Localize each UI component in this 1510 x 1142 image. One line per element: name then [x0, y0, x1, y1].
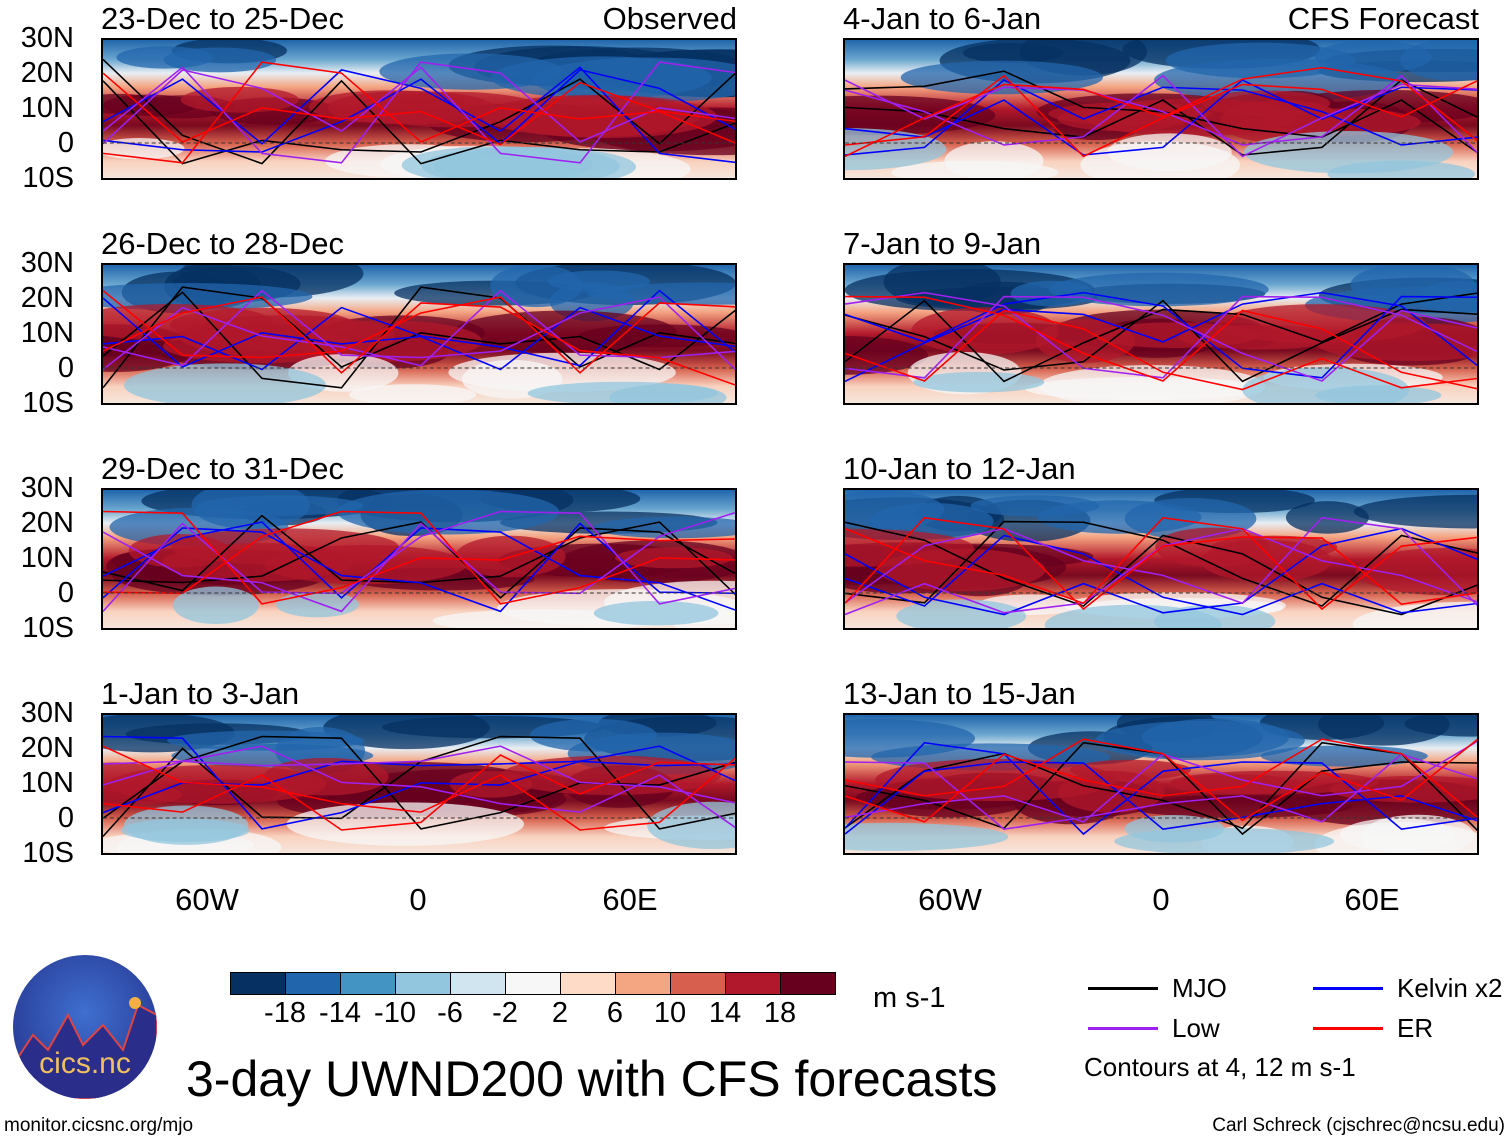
colorbar-swatch [230, 972, 286, 995]
lat-tick-label: 10N [20, 317, 74, 349]
lat-tick-label: 10S [22, 612, 74, 644]
legend-label: Kelvin x2 [1397, 973, 1503, 1003]
map-panel [843, 488, 1479, 630]
map-panel [843, 38, 1479, 180]
panel-tag: CFS Forecast [1287, 1, 1479, 36]
lon-tick-label: 60E [602, 882, 658, 917]
legend-label: Low [1172, 1013, 1220, 1043]
panel-title: 4-Jan to 6-Jan [843, 1, 1042, 36]
lat-tick-label: 0 [57, 802, 74, 834]
colorbar-label: -10 [374, 997, 416, 1029]
colorbar-label: -18 [264, 997, 306, 1029]
colorbar-label: 14 [708, 997, 742, 1029]
colorbar-label: 10 [653, 997, 687, 1029]
legend-swatch [1088, 1027, 1158, 1030]
lon-tick-label: 60E [1344, 882, 1400, 917]
lat-tick-label: 20N [20, 282, 74, 314]
contour-note: Contours at 4, 12 m s-1 [1084, 1052, 1356, 1082]
map-panel [101, 488, 737, 630]
lat-tick-label: 30N [20, 247, 74, 279]
colorbar-swatch [725, 972, 781, 995]
lat-tick-label: 20N [20, 57, 74, 89]
lon-tick-label: 60W [175, 882, 239, 917]
lat-tick-label: 20N [20, 507, 74, 539]
legend-label: ER [1397, 1013, 1434, 1043]
lat-tick-label: 30N [20, 22, 74, 54]
colorbar-swatch [560, 972, 616, 995]
footer-url: monitor.cicsnc.org/mjo [4, 1115, 194, 1136]
lat-tick-label: 10S [22, 162, 74, 194]
colorbar-swatch [450, 972, 506, 995]
lon-tick-label: 0 [409, 882, 427, 917]
panel-title: 23-Dec to 25-Dec [101, 1, 344, 36]
legend-swatch [1313, 987, 1383, 990]
legend-swatch [1313, 1027, 1383, 1030]
colorbar-swatch [340, 972, 396, 995]
legend-label: MJO [1172, 973, 1227, 1003]
lat-tick-label: 0 [57, 577, 74, 609]
lat-tick-label: 30N [20, 697, 74, 729]
map-panel [101, 38, 737, 180]
cics-logo: cics.nc [13, 955, 157, 1099]
colorbar-units: m s-1 [873, 982, 946, 1014]
colorbar-swatch [615, 972, 671, 995]
map-panel [101, 713, 737, 855]
lon-tick-label: 0 [1152, 882, 1170, 917]
figure-title: 3-day UWND200 with CFS forecasts [186, 1051, 998, 1107]
lat-tick-label: 30N [20, 472, 74, 504]
map-panel [843, 263, 1479, 405]
colorbar-label: -6 [437, 997, 463, 1029]
footer-author: Carl Schreck (cjschrec@ncsu.edu) [1212, 1115, 1505, 1136]
colorbar-label: 18 [763, 997, 797, 1029]
lon-tick-label: 60W [918, 882, 982, 917]
colorbar-swatch [505, 972, 561, 995]
lat-tick-label: 10S [22, 837, 74, 869]
colorbar-label: 2 [551, 997, 569, 1029]
colorbar-swatch [670, 972, 726, 995]
map-panel [843, 713, 1479, 855]
lat-tick-label: 10N [20, 92, 74, 124]
panel-title: 13-Jan to 15-Jan [843, 676, 1076, 711]
colorbar-swatch [395, 972, 451, 995]
lat-tick-label: 10S [22, 387, 74, 419]
legend-swatch [1088, 987, 1158, 990]
lat-tick-label: 0 [57, 127, 74, 159]
colorbar-label: 6 [606, 997, 624, 1029]
lat-tick-label: 10N [20, 542, 74, 574]
panel-title: 1-Jan to 3-Jan [101, 676, 300, 711]
colorbar-label: -2 [492, 997, 518, 1029]
panel-tag: Observed [602, 1, 737, 36]
lat-tick-label: 0 [57, 352, 74, 384]
map-panel [101, 263, 737, 405]
panel-title: 10-Jan to 12-Jan [843, 451, 1076, 486]
colorbar-swatch [780, 972, 836, 995]
panel-title: 26-Dec to 28-Dec [101, 226, 344, 261]
colorbar-swatch [285, 972, 341, 995]
logo-text: cics.nc [39, 1047, 131, 1080]
lat-tick-label: 20N [20, 732, 74, 764]
panel-title: 7-Jan to 9-Jan [843, 226, 1042, 261]
lat-tick-label: 10N [20, 767, 74, 799]
colorbar-label: -14 [319, 997, 361, 1029]
panel-title: 29-Dec to 31-Dec [101, 451, 344, 486]
